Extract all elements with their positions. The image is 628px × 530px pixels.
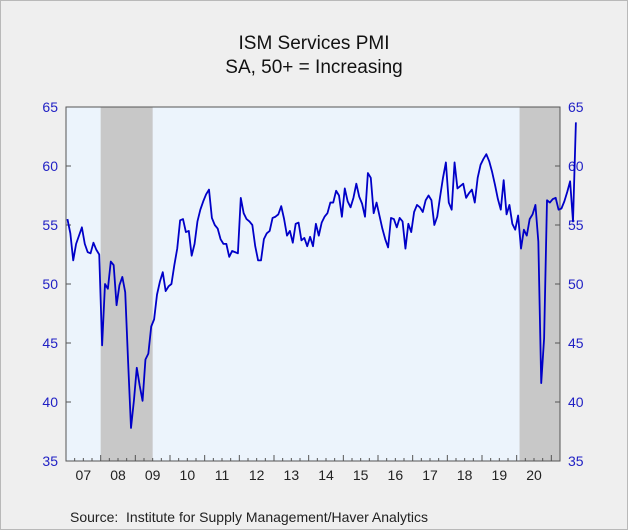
y-tick-label-left: 40 bbox=[42, 394, 58, 410]
y-tick-label-left: 55 bbox=[42, 217, 58, 233]
y-tick-label-right: 60 bbox=[568, 158, 584, 174]
x-tick-label: 07 bbox=[76, 467, 92, 483]
chart-subtitle: SA, 50+ = Increasing bbox=[225, 57, 403, 78]
y-tick-label-right: 40 bbox=[568, 394, 584, 410]
x-tick-label: 13 bbox=[284, 467, 300, 483]
y-tick-label-left: 50 bbox=[42, 276, 58, 292]
x-tick-label: 19 bbox=[492, 467, 508, 483]
x-tick-label: 14 bbox=[318, 467, 334, 483]
y-tick-label-right: 55 bbox=[568, 217, 584, 233]
x-tick-label: 16 bbox=[388, 467, 404, 483]
y-tick-label-left: 60 bbox=[42, 158, 58, 174]
x-tick-label: 12 bbox=[249, 467, 265, 483]
y-tick-label-right: 65 bbox=[568, 99, 584, 115]
recession-band bbox=[100, 107, 153, 461]
y-tick-label-right: 45 bbox=[568, 335, 584, 351]
y-tick-label-right: 35 bbox=[568, 453, 584, 469]
source-note: Source: Institute for Supply Management/… bbox=[70, 509, 428, 525]
y-tick-label-left: 45 bbox=[42, 335, 58, 351]
y-tick-label-right: 50 bbox=[568, 276, 584, 292]
series-line bbox=[66, 122, 577, 429]
x-tick-label: 15 bbox=[353, 467, 369, 483]
x-tick-label: 08 bbox=[110, 467, 126, 483]
x-tick-label: 18 bbox=[457, 467, 473, 483]
y-tick-label-left: 65 bbox=[42, 99, 58, 115]
x-tick-label: 20 bbox=[526, 467, 542, 483]
x-tick-label: 10 bbox=[180, 467, 196, 483]
x-tick-label: 17 bbox=[422, 467, 438, 483]
y-tick-label-left: 35 bbox=[42, 453, 58, 469]
chart-title: ISM Services PMI bbox=[238, 33, 390, 54]
x-tick-label: 09 bbox=[145, 467, 161, 483]
x-tick-label: 11 bbox=[215, 467, 230, 483]
